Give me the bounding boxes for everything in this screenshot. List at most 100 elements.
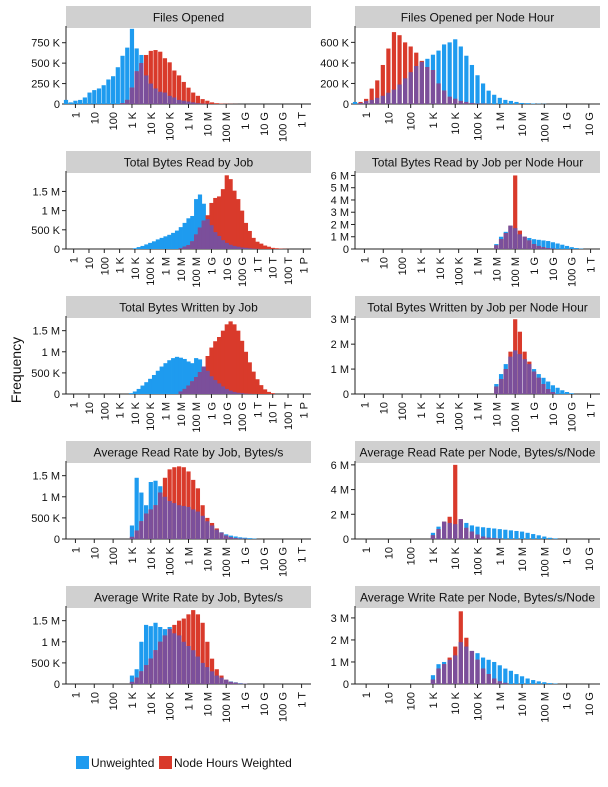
x-tick-label: 1 M <box>495 112 507 130</box>
x-tick-label: 10 K <box>130 401 142 424</box>
panel-title: Files Opened per Node Hour <box>401 11 554 25</box>
bar-unweighted <box>514 530 519 539</box>
bar-weighted <box>181 467 186 539</box>
y-tick-label: 1.5 M <box>32 616 60 628</box>
bar-overlap <box>517 234 523 249</box>
bar-unweighted <box>352 101 358 104</box>
bar-weighted <box>213 197 218 249</box>
y-tick-label: 4 M <box>331 485 349 497</box>
bar-unweighted <box>525 103 530 104</box>
x-tick-label: 1 <box>70 692 82 698</box>
x-tick-label: 100 K <box>165 111 177 140</box>
bar-overlap <box>480 536 486 539</box>
panel-7: Average Read Rate by Job, Bytes/s 0 500 K 1… <box>31 441 311 578</box>
bar-overlap <box>358 102 363 104</box>
bar-overlap <box>224 679 229 684</box>
bar-overlap <box>200 515 205 539</box>
x-tick-label: 1 K <box>127 111 139 128</box>
bar-overlap <box>364 100 369 104</box>
x-tick-label: 1 <box>70 547 82 553</box>
bar-unweighted <box>486 527 491 539</box>
bar-overlap <box>219 532 224 539</box>
x-tick-label: 1 M <box>184 692 196 710</box>
bar-weighted <box>270 247 275 249</box>
x-tick-label: 1 K <box>115 401 127 418</box>
x-tick-label: 1 T <box>297 547 309 563</box>
x-tick-label: 100 <box>397 257 409 275</box>
bar-overlap <box>205 667 210 684</box>
bar-overlap <box>447 522 452 539</box>
bar-overlap <box>541 384 546 394</box>
bar-overlap <box>441 90 447 104</box>
bar-weighted <box>176 466 182 539</box>
x-tick-label: 10 K <box>450 546 462 569</box>
y-tick-label: 6 M <box>331 170 349 182</box>
x-tick-label: 10 K <box>450 111 462 134</box>
bar-unweighted <box>536 535 541 539</box>
bar-unweighted <box>194 199 199 249</box>
bar-overlap <box>172 633 177 684</box>
x-tick-label: 1 M <box>495 692 507 710</box>
bar-unweighted <box>464 55 469 104</box>
bar-unweighted <box>194 358 199 394</box>
bar-unweighted <box>531 680 536 684</box>
x-tick-label: 10 G <box>259 112 271 136</box>
bar-overlap <box>458 519 463 539</box>
y-tick-label: 500 K <box>31 58 60 70</box>
bar-overlap <box>129 681 135 684</box>
x-tick-label: 100 <box>108 112 120 130</box>
bar-overlap <box>386 92 391 104</box>
bar-unweighted <box>178 357 183 394</box>
x-tick-label: 100 M <box>539 112 551 143</box>
bar-overlap <box>162 496 168 539</box>
bar-weighted <box>186 87 191 104</box>
panel-strip <box>355 6 600 28</box>
bar-unweighted <box>547 537 552 539</box>
bar-unweighted <box>163 236 168 249</box>
bar-overlap <box>200 662 205 684</box>
bar-weighted <box>205 641 210 684</box>
bar-weighted <box>266 246 271 249</box>
x-tick-label: 10 G <box>222 402 234 426</box>
bar-overlap <box>233 682 238 684</box>
panel-strip <box>66 441 311 463</box>
bar-overlap <box>162 635 168 684</box>
x-tick-label: 1 G <box>206 402 218 420</box>
bar-overlap <box>209 671 215 684</box>
y-tick-label: 0 <box>54 99 60 111</box>
bar-unweighted <box>560 244 565 249</box>
bar-weighted <box>262 389 268 394</box>
bar-overlap <box>181 641 186 684</box>
bar-overlap <box>236 392 241 394</box>
bar-unweighted <box>68 102 73 104</box>
bar-overlap <box>194 234 199 249</box>
bar-overlap <box>513 228 518 249</box>
bar-overlap <box>148 83 153 104</box>
x-tick-label: 100 G <box>278 547 290 577</box>
y-tick-label: 0 <box>343 679 349 691</box>
bar-overlap <box>191 650 196 684</box>
bar-unweighted <box>174 356 180 394</box>
bar-unweighted <box>519 531 525 539</box>
x-tick-label: 100 <box>108 547 120 565</box>
x-tick-label: 100 M <box>221 692 233 723</box>
bar-overlap <box>172 97 177 104</box>
bar-overlap <box>232 245 237 249</box>
bar-unweighted <box>139 492 144 539</box>
x-tick-label: 1 T <box>586 402 598 418</box>
panel-strip <box>355 441 600 463</box>
bar-unweighted <box>134 669 139 684</box>
bar-unweighted <box>106 79 111 104</box>
bar-unweighted <box>140 385 145 394</box>
bar-unweighted <box>111 76 116 104</box>
x-tick-label: 100 <box>406 692 418 710</box>
bar-unweighted <box>480 83 486 104</box>
bar-overlap <box>214 675 219 684</box>
bar-unweighted <box>139 641 144 684</box>
bar-overlap <box>197 227 203 249</box>
x-tick-label: 10 <box>378 257 390 269</box>
legend-swatch-weighted <box>159 756 172 769</box>
bar-overlap <box>205 521 210 539</box>
